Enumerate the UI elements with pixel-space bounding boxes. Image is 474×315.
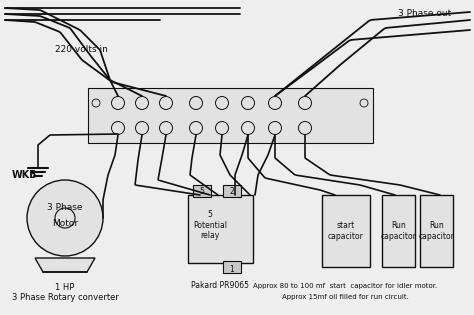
Circle shape: [136, 96, 148, 110]
Circle shape: [241, 96, 255, 110]
Text: 3 Phase out: 3 Phase out: [398, 9, 451, 19]
Bar: [223, 261, 241, 273]
Text: Approx 15mf oil filled for run circuit.: Approx 15mf oil filled for run circuit.: [282, 294, 409, 300]
Polygon shape: [35, 258, 95, 272]
Circle shape: [268, 122, 282, 135]
Text: Motor: Motor: [52, 220, 78, 228]
Bar: [188, 195, 253, 263]
Bar: [88, 88, 373, 143]
Circle shape: [27, 180, 103, 256]
Text: Run
capacitor: Run capacitor: [381, 221, 417, 241]
Circle shape: [190, 122, 202, 135]
Circle shape: [111, 96, 125, 110]
Circle shape: [241, 122, 255, 135]
Bar: [382, 195, 415, 267]
Text: 1: 1: [229, 265, 234, 273]
Circle shape: [159, 122, 173, 135]
Circle shape: [216, 96, 228, 110]
Text: 3 Phase Rotary converter: 3 Phase Rotary converter: [11, 294, 119, 302]
Circle shape: [299, 122, 311, 135]
Text: Pakard PR9065: Pakard PR9065: [191, 280, 249, 289]
Circle shape: [216, 122, 228, 135]
Text: 5
Potential
relay: 5 Potential relay: [193, 210, 227, 240]
Circle shape: [136, 122, 148, 135]
Circle shape: [55, 208, 75, 228]
Circle shape: [159, 96, 173, 110]
Text: Approx 80 to 100 mf  start  capacitor for idler motor.: Approx 80 to 100 mf start capacitor for …: [253, 283, 437, 289]
Text: WKB: WKB: [12, 170, 37, 180]
Circle shape: [111, 122, 125, 135]
Bar: [223, 185, 241, 197]
Text: start
capacitor: start capacitor: [328, 221, 364, 241]
Text: Run
capacitor: Run capacitor: [419, 221, 455, 241]
Text: 2: 2: [229, 186, 234, 196]
Circle shape: [360, 99, 368, 107]
Circle shape: [268, 96, 282, 110]
Bar: [193, 185, 211, 197]
Circle shape: [92, 99, 100, 107]
Circle shape: [299, 96, 311, 110]
Text: 5: 5: [200, 186, 204, 196]
Circle shape: [190, 96, 202, 110]
Bar: [322, 195, 370, 267]
Text: 3 Phase: 3 Phase: [47, 203, 83, 213]
Bar: [420, 195, 453, 267]
Text: 1 HP: 1 HP: [55, 284, 75, 293]
Text: 220 volts in: 220 volts in: [55, 45, 108, 54]
